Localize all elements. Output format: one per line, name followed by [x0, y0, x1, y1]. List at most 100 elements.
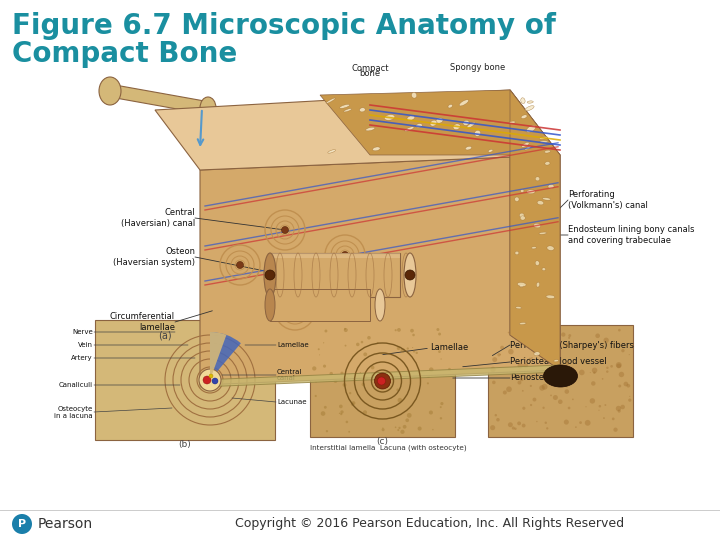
Circle shape — [429, 410, 433, 415]
Ellipse shape — [554, 360, 559, 362]
Text: Lacunae: Lacunae — [277, 399, 307, 405]
Circle shape — [397, 328, 401, 332]
Circle shape — [522, 375, 523, 376]
Circle shape — [518, 363, 523, 369]
Circle shape — [498, 353, 500, 356]
Ellipse shape — [547, 246, 554, 251]
Circle shape — [407, 347, 409, 350]
Circle shape — [606, 367, 608, 369]
Circle shape — [395, 427, 397, 428]
Ellipse shape — [200, 97, 216, 119]
Ellipse shape — [509, 121, 516, 124]
Circle shape — [618, 409, 621, 413]
Circle shape — [553, 395, 558, 400]
Ellipse shape — [328, 150, 336, 153]
Circle shape — [531, 357, 533, 359]
Circle shape — [592, 368, 598, 373]
Circle shape — [564, 420, 569, 424]
Circle shape — [346, 421, 348, 423]
Circle shape — [386, 371, 388, 373]
Circle shape — [585, 420, 590, 426]
Ellipse shape — [516, 307, 521, 309]
Circle shape — [572, 399, 574, 400]
Circle shape — [429, 367, 433, 372]
Circle shape — [312, 366, 316, 370]
Ellipse shape — [519, 322, 526, 325]
Circle shape — [371, 366, 374, 369]
Circle shape — [590, 372, 591, 373]
Text: Endosteum lining bony canals
and covering trabeculae: Endosteum lining bony canals and coverin… — [568, 225, 695, 245]
Circle shape — [364, 375, 367, 380]
Circle shape — [544, 422, 547, 424]
Text: Central
(Haversian) canal: Central (Haversian) canal — [121, 208, 195, 228]
Circle shape — [325, 329, 328, 333]
Circle shape — [287, 272, 294, 279]
Circle shape — [565, 343, 570, 347]
Circle shape — [554, 349, 557, 352]
Circle shape — [565, 362, 569, 365]
Circle shape — [364, 353, 367, 356]
Circle shape — [621, 349, 625, 352]
Circle shape — [265, 270, 275, 280]
Text: (c): (c) — [377, 437, 389, 446]
Circle shape — [579, 421, 582, 424]
Ellipse shape — [326, 98, 336, 103]
Polygon shape — [510, 90, 560, 370]
Circle shape — [568, 407, 570, 409]
Ellipse shape — [373, 147, 380, 151]
Circle shape — [544, 359, 545, 360]
Circle shape — [606, 370, 608, 373]
Circle shape — [387, 373, 388, 375]
Circle shape — [546, 427, 549, 429]
Circle shape — [398, 427, 400, 429]
Circle shape — [503, 390, 507, 395]
Ellipse shape — [536, 282, 540, 287]
Circle shape — [564, 389, 569, 394]
Ellipse shape — [405, 127, 414, 131]
Circle shape — [320, 411, 325, 416]
Ellipse shape — [531, 247, 536, 249]
Circle shape — [525, 341, 529, 345]
Text: Compact: Compact — [351, 64, 389, 73]
Circle shape — [318, 348, 320, 350]
Bar — [270, 289, 370, 321]
Circle shape — [522, 390, 523, 392]
Circle shape — [550, 395, 552, 396]
Circle shape — [579, 370, 585, 375]
Ellipse shape — [539, 137, 547, 139]
Circle shape — [381, 353, 382, 355]
Circle shape — [400, 430, 405, 434]
Circle shape — [522, 407, 526, 410]
FancyBboxPatch shape — [95, 320, 275, 440]
Circle shape — [496, 418, 500, 422]
Text: Central
canal: Central canal — [277, 368, 302, 381]
Ellipse shape — [404, 253, 416, 297]
Text: Osteocyte
in a lacuna: Osteocyte in a lacuna — [55, 406, 93, 419]
Circle shape — [528, 336, 531, 340]
Ellipse shape — [375, 289, 385, 321]
Circle shape — [552, 356, 558, 362]
Circle shape — [490, 425, 495, 430]
Circle shape — [508, 332, 510, 333]
Circle shape — [432, 429, 433, 430]
Circle shape — [522, 424, 526, 428]
Ellipse shape — [415, 124, 423, 127]
Wedge shape — [210, 332, 226, 380]
Ellipse shape — [534, 224, 541, 228]
Circle shape — [367, 336, 371, 340]
Circle shape — [345, 345, 346, 347]
Circle shape — [539, 385, 545, 391]
Circle shape — [360, 372, 361, 373]
Ellipse shape — [366, 127, 375, 131]
Circle shape — [351, 402, 354, 406]
Circle shape — [558, 400, 562, 404]
Ellipse shape — [488, 150, 493, 152]
Ellipse shape — [540, 140, 548, 143]
Circle shape — [518, 381, 521, 384]
Text: Nerve: Nerve — [72, 329, 93, 335]
Circle shape — [341, 252, 348, 259]
Circle shape — [512, 427, 515, 429]
Circle shape — [384, 380, 389, 384]
Circle shape — [598, 360, 600, 362]
Ellipse shape — [526, 125, 536, 132]
